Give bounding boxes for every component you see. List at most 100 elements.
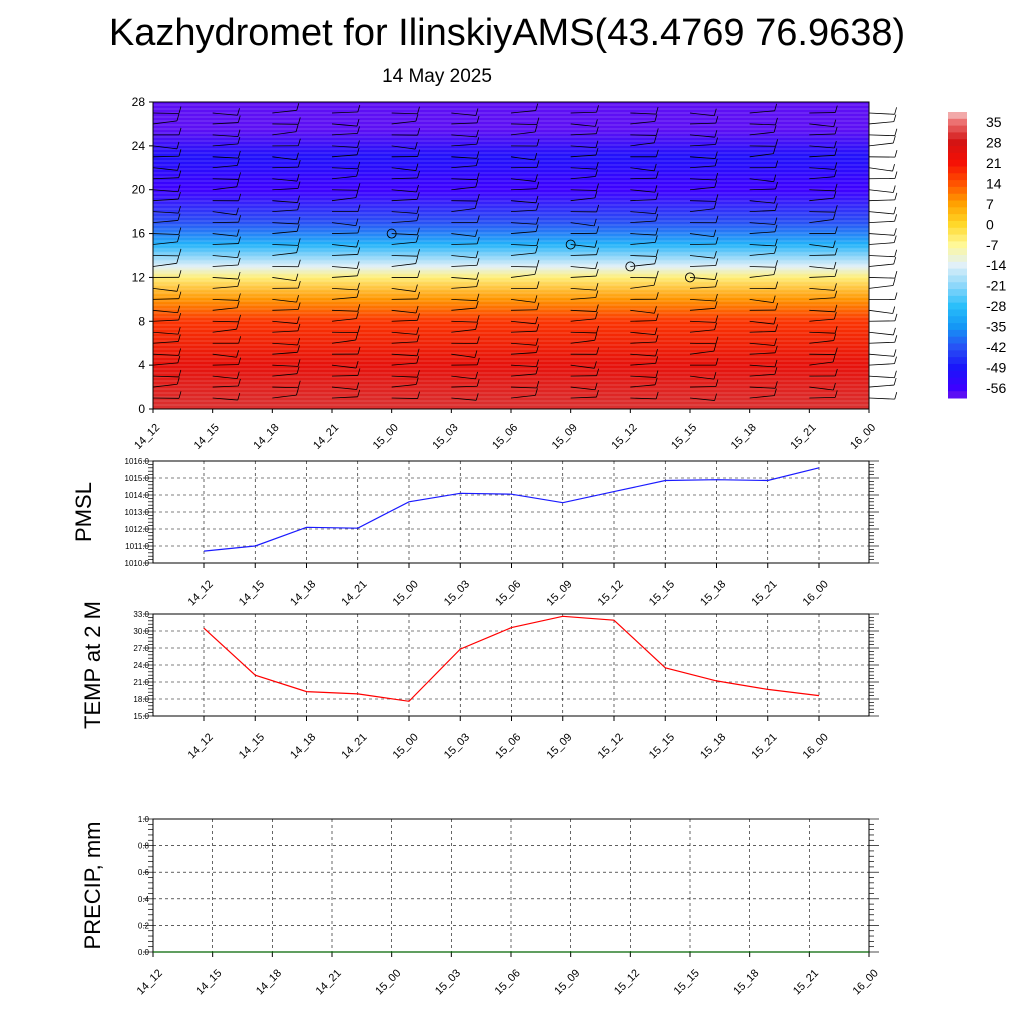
wind-barb [152, 198, 179, 202]
wind-barb-feather [595, 147, 599, 156]
wind-barb [510, 156, 535, 161]
x-tick-label: 15_09 [550, 422, 580, 452]
wind-barb [689, 320, 716, 323]
wind-barb-feather [534, 267, 538, 275]
y-tick-label: 0.8 [138, 842, 150, 851]
wind-barb [272, 277, 296, 282]
wind-barb-feather [715, 279, 718, 288]
wind-barb [272, 131, 297, 136]
wind-barb-feather [475, 108, 479, 116]
x-tick-label: 15_03 [442, 578, 472, 608]
y-tick-label: 20 [132, 183, 146, 197]
wind-barb-feather [894, 171, 898, 179]
wind-barb [212, 353, 237, 358]
wind-barb [570, 364, 595, 369]
wind-barb-feather [773, 267, 777, 275]
colorbar-swatch [948, 152, 967, 161]
wind-barb-feather [775, 324, 778, 332]
wind-barb-feather [834, 162, 838, 170]
wind-barb [391, 145, 416, 150]
wind-barb-feather [655, 270, 659, 278]
wind-barb [689, 342, 716, 345]
colorbar-label: 28 [986, 135, 1002, 151]
colorbar-swatch [948, 200, 967, 208]
wind-barb [272, 200, 298, 203]
wind-barb [809, 266, 834, 270]
wind-barb [570, 287, 597, 291]
y-tick-label: 1012.0 [125, 525, 150, 534]
colorbar-swatch [948, 323, 967, 331]
x-tick-label: 15_21 [749, 731, 779, 761]
wind-barb-feather [417, 370, 420, 378]
wind-barb-feather [774, 224, 778, 232]
wind-barb-feather [476, 193, 480, 202]
wind-barb [510, 320, 536, 325]
wind-barb [451, 320, 478, 323]
wind-barb [630, 384, 656, 388]
wind-barb-feather [178, 369, 182, 378]
y-axis-label: TEMP at 2 M [80, 601, 105, 729]
wind-barb-feather [594, 361, 597, 369]
wind-barb [152, 353, 179, 356]
y-tick-label: 12 [132, 270, 146, 284]
x-tick-label: 14_21 [339, 731, 369, 761]
wind-barb-feather [833, 312, 837, 320]
wind-barb [689, 233, 714, 238]
wind-barb-feather [715, 293, 718, 302]
wind-barb-feather [416, 356, 420, 364]
colorbar-swatch [948, 234, 967, 242]
temp-panel: 15.0 18.0 21.0 24.0 27.0 30.0 33.0 14_12 14_15 14… [80, 601, 879, 761]
wind-barb-feather [476, 115, 480, 123]
wind-barb [152, 287, 178, 292]
grid [152, 819, 870, 952]
wind-barb [510, 273, 535, 278]
wind-barb-feather [237, 392, 241, 401]
colorbar-swatch [948, 363, 967, 372]
wind-barb-feather [834, 269, 838, 277]
colorbar-swatch [948, 275, 967, 283]
wind-barb [689, 350, 714, 355]
wind-barb-feather [476, 336, 480, 344]
x-tick-label: 15_00 [371, 422, 401, 452]
wind-barb-feather [534, 124, 538, 133]
wind-barb-feather [297, 159, 301, 168]
wind-barb [809, 340, 834, 344]
wind-barb [510, 352, 537, 355]
wind-barb [391, 384, 417, 388]
wind-barb [212, 328, 237, 333]
wind-barb [510, 298, 535, 303]
colorbar-swatch [948, 248, 967, 256]
wind-barb [391, 362, 417, 366]
wind-barb-feather [357, 346, 361, 355]
wind-barb-feather [775, 302, 779, 311]
wind-barb [331, 222, 356, 227]
wind-barb-feather [178, 270, 182, 278]
wind-barb-feather [833, 140, 837, 149]
wind-barb-feather [893, 228, 897, 236]
wind-barb-feather [655, 391, 659, 399]
wind-barb-feather [893, 327, 896, 336]
wind-barb [868, 363, 895, 366]
wind-barb-feather [535, 338, 539, 346]
wind-barb-feather [236, 229, 240, 237]
x-tick-label: 14_12 [132, 422, 162, 452]
wind-barb-feather [356, 147, 360, 155]
wind-barb [331, 232, 358, 234]
wind-barb [570, 386, 596, 391]
colorbar-swatch [948, 309, 967, 317]
wind-barb-feather [535, 195, 539, 203]
wind-barb [868, 263, 894, 267]
wind-barb [809, 386, 834, 391]
wind-barb-feather [773, 146, 776, 154]
wind-barb-feather [177, 334, 181, 342]
wind-barb-feather [476, 357, 480, 365]
calm-marker [685, 272, 695, 283]
y-tick-label: 15.0 [133, 712, 149, 721]
wind-barb [809, 287, 835, 291]
wind-barb [570, 154, 597, 158]
wind-barb-feather [296, 174, 300, 182]
wind-barb-feather [715, 379, 719, 387]
x-tick-label: 14_15 [237, 578, 267, 608]
wind-barb-feather [417, 270, 421, 278]
wind-barb-feather [536, 359, 539, 367]
